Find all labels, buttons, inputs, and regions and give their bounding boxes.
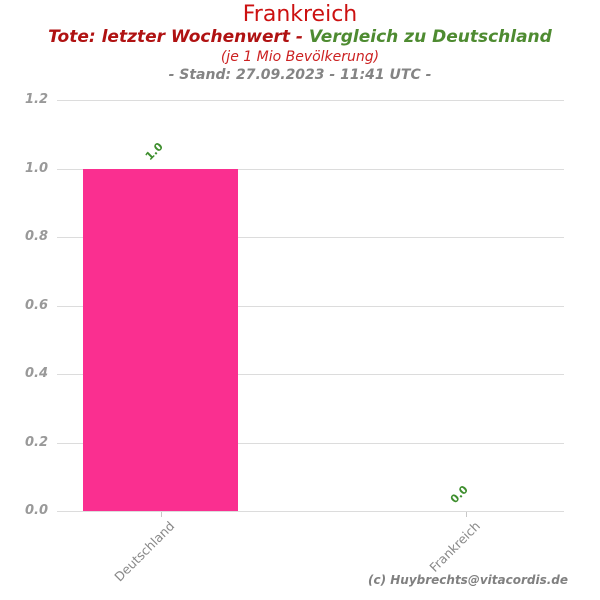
y-axis-tick-label: 0.6 [24, 297, 48, 313]
x-axis-label: Frankreich [426, 518, 483, 575]
gridline [57, 374, 564, 375]
bar-deutschland [83, 168, 238, 511]
page-title: Frankreich [242, 2, 358, 27]
gridline [57, 442, 564, 444]
gridline [57, 511, 564, 512]
bar-value-label: 0.0 [447, 482, 471, 506]
x-axis-tick [160, 512, 162, 517]
subtitle-metric: Tote: letzter Wochenwert - [48, 27, 309, 47]
y-axis-tick-label: 1.0 [24, 160, 48, 176]
chart-subtitle: Tote: letzter Wochenwert - Vergleich zu … [0, 27, 600, 47]
y-axis-tick-label: 0.4 [24, 365, 48, 381]
y-axis-tick-label: 0.0 [24, 502, 48, 518]
gridline [57, 237, 564, 238]
bar-value-label: 1.0 [142, 140, 166, 163]
x-axis-label: Deutschland [111, 518, 178, 585]
gridline [57, 168, 564, 170]
subtitle-comparison: Vergleich zu Deutschland [308, 27, 552, 47]
y-axis-tick-label: 0.2 [24, 434, 48, 450]
chart-subtitle-units: (je 1 Mio Bevölkerung) [220, 49, 380, 65]
y-axis-tick-label: 1.2 [24, 91, 48, 107]
timestamp-line: - Stand: 27.09.2023 - 11:41 UTC - [168, 67, 432, 83]
gridline [57, 100, 564, 101]
copyright-credit: (c) Huybrechts@vitacordis.de [367, 573, 568, 587]
x-axis-tick [466, 512, 467, 517]
gridline [57, 305, 564, 307]
y-axis-tick-label: 0.8 [24, 228, 48, 244]
